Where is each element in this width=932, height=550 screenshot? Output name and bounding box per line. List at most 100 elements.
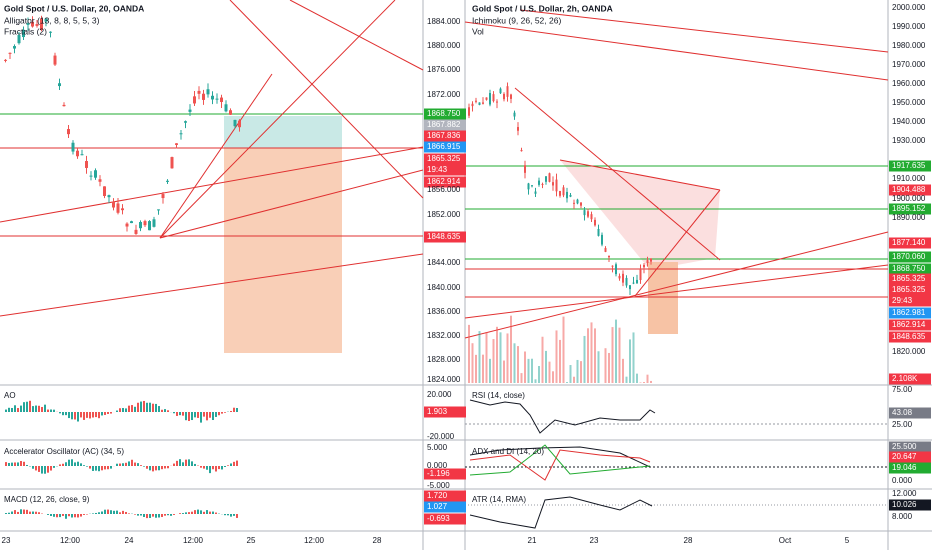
histogram-bar: [185, 512, 187, 514]
candle: [629, 285, 631, 290]
histogram-bar: [212, 466, 214, 470]
price-tag: [424, 108, 466, 120]
candle: [229, 110, 232, 115]
histogram-bar: [74, 514, 76, 518]
di-plus: [469, 449, 651, 481]
histogram-bar: [164, 514, 166, 516]
candle: [524, 165, 526, 173]
histogram-bar: [227, 465, 229, 466]
price-tag: [424, 468, 466, 480]
volume-bar: [471, 343, 474, 383]
price-tag: [424, 153, 466, 165]
price-tag: [889, 331, 931, 343]
price-label: -20.000: [427, 432, 455, 441]
histogram-bar: [194, 412, 196, 418]
trend-line: [0, 253, 424, 317]
price-label: 20.000: [427, 390, 452, 399]
date-label: 28: [684, 536, 693, 545]
volume-bar: [534, 379, 537, 383]
histogram-bar: [122, 463, 124, 466]
histogram-bar: [53, 409, 55, 412]
candle: [94, 170, 97, 178]
candle: [179, 133, 183, 135]
histogram-bar: [116, 410, 118, 412]
volume-bar: [482, 354, 484, 383]
candle: [98, 179, 102, 182]
histogram-bar: [155, 514, 157, 518]
volume-bar: [629, 339, 631, 383]
candle: [193, 96, 196, 104]
price-tag: [889, 319, 931, 331]
histogram-bar: [218, 466, 220, 470]
candle: [650, 258, 652, 262]
price-tag: [889, 451, 931, 463]
volume-bar: [468, 324, 470, 383]
candle: [615, 264, 617, 275]
histogram-bar: [14, 462, 16, 466]
candle: [587, 211, 589, 217]
candle: [468, 107, 470, 116]
histogram-bar: [230, 514, 232, 517]
histogram-bar: [74, 462, 76, 466]
candle: [590, 214, 593, 220]
histogram-bar: [29, 400, 31, 412]
histogram-bar: [11, 462, 13, 466]
histogram-bar: [17, 408, 19, 412]
trend-line: [159, 73, 273, 239]
price-label: 1877.140: [892, 238, 926, 247]
candle: [220, 97, 223, 103]
candle: [31, 21, 34, 27]
candle: [576, 199, 579, 204]
price-label: 1865.325: [892, 285, 926, 294]
trend-line: [289, 0, 424, 71]
histogram-bar: [5, 462, 7, 466]
volume-bar: [545, 350, 547, 383]
volume-bar: [594, 328, 596, 383]
histogram-bar: [71, 459, 73, 466]
volume-bar: [590, 322, 593, 383]
price-label: 1870.060: [892, 252, 926, 261]
histogram-bar: [62, 412, 64, 416]
volume-bar: [541, 336, 544, 383]
histogram-bar: [149, 514, 151, 518]
volume-bar: [569, 365, 572, 383]
candle: [58, 83, 61, 87]
candle: [608, 255, 610, 258]
candle: [538, 180, 540, 185]
histogram-bar: [137, 402, 139, 412]
histogram-bar: [98, 512, 100, 514]
date-label: 25: [247, 536, 256, 545]
histogram-bar: [41, 406, 43, 412]
pane-title: ATR (14, RMA): [472, 495, 526, 504]
histogram-bar: [236, 408, 238, 412]
histogram-bar: [98, 466, 100, 472]
histogram-bar: [119, 463, 121, 466]
histogram-bar: [191, 511, 193, 514]
volume-bar: [643, 382, 645, 383]
price-label: 8.000: [892, 512, 913, 521]
price-label: 1917.635: [892, 161, 926, 170]
histogram-bar: [191, 412, 193, 421]
histogram-bar: [167, 514, 169, 516]
histogram-bar: [212, 511, 214, 514]
histogram-bar: [68, 514, 70, 517]
date-label: 23: [590, 536, 599, 545]
price-label: 0.000: [427, 461, 448, 470]
histogram-bar: [146, 514, 148, 519]
histogram-bar: [23, 402, 25, 412]
histogram-bar: [182, 462, 184, 466]
volume-bar: [485, 332, 488, 383]
histogram-bar: [209, 511, 211, 514]
indicator-label: Vol: [472, 26, 484, 36]
histogram-bar: [200, 510, 202, 514]
candle: [601, 234, 603, 245]
histogram-bar: [206, 412, 208, 421]
indicator-label: Fractals (2): [4, 26, 47, 36]
price-label: 1890.000: [892, 213, 926, 222]
histogram-bar: [95, 466, 97, 471]
histogram-bar: [122, 510, 124, 514]
price-label: 1876.000: [427, 65, 461, 74]
histogram-bar: [209, 466, 211, 474]
